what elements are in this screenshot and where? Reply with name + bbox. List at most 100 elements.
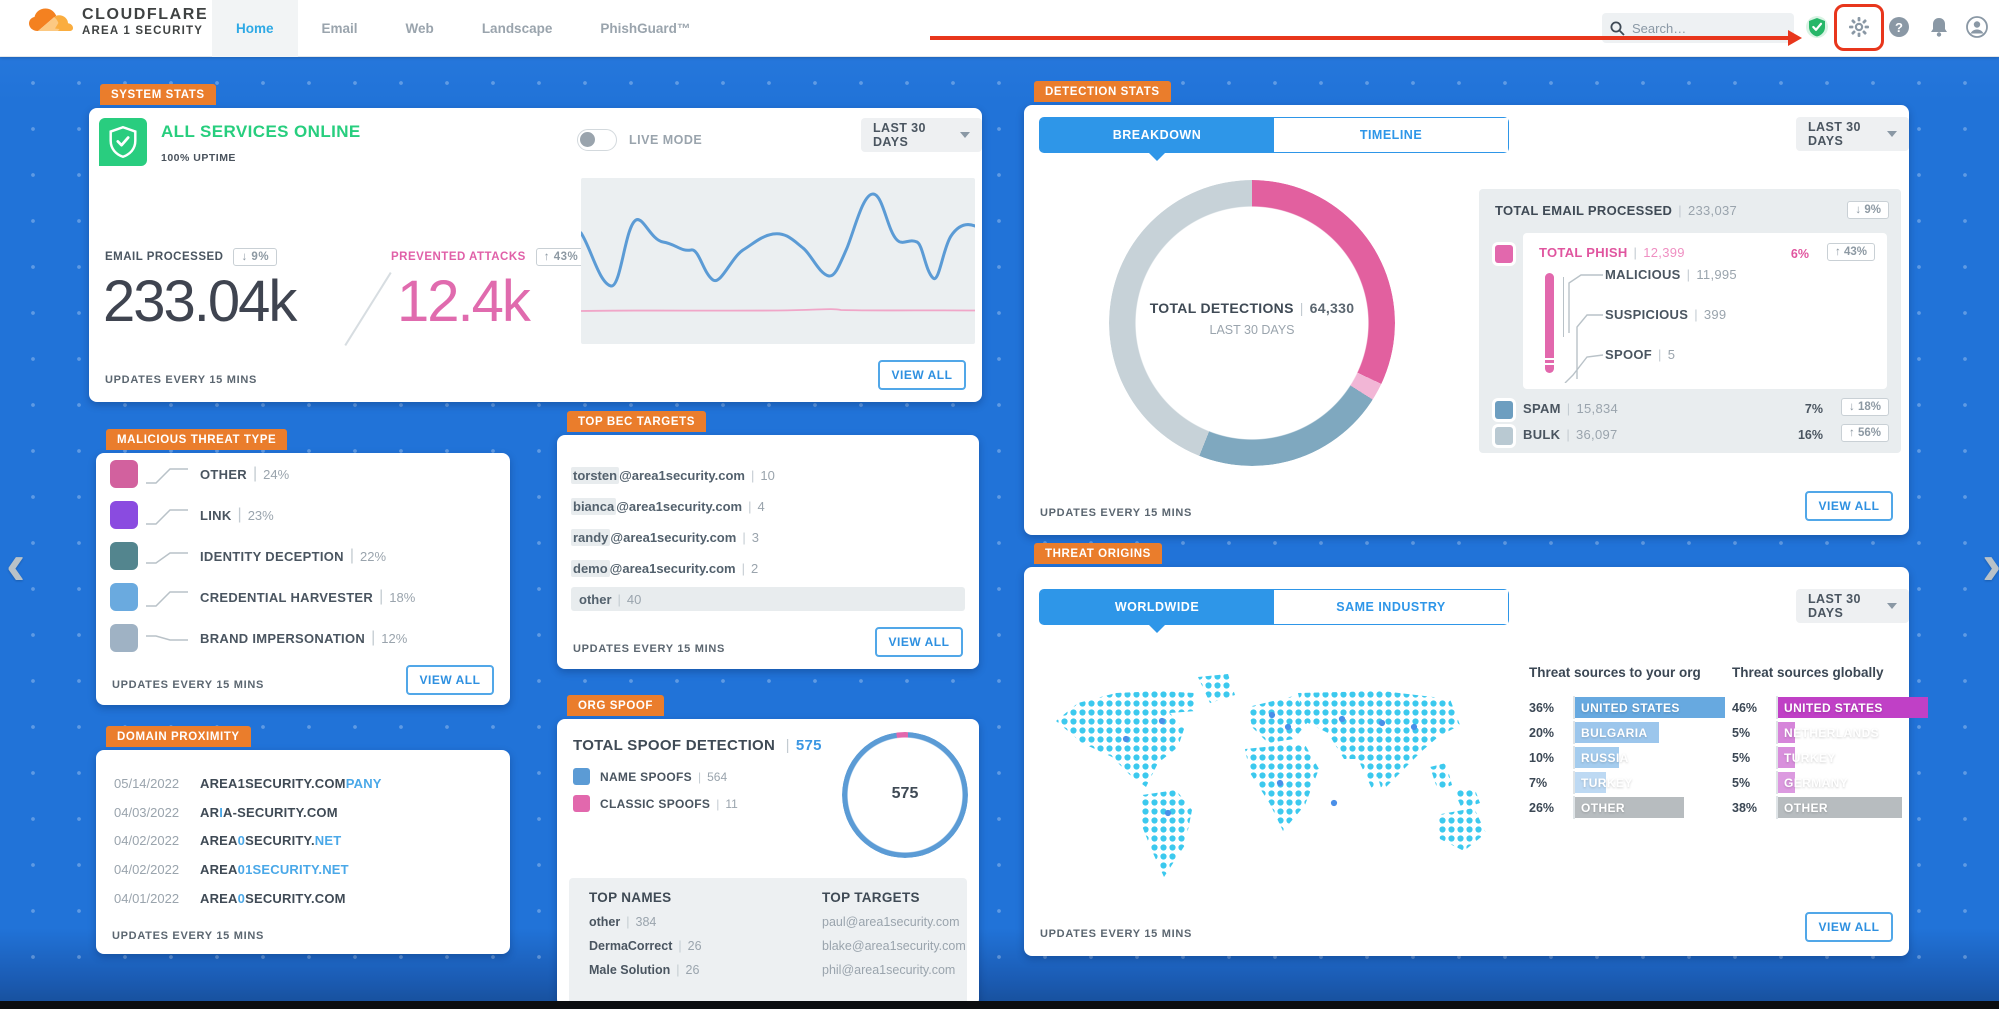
tab-timeline[interactable]: TIMELINE xyxy=(1274,118,1508,152)
main-nav: Home Email Web Landscape PhishGuard™ xyxy=(212,0,714,57)
bec-row[interactable]: demo @area1security.com | 2 xyxy=(571,559,759,577)
spoof-donut-chart xyxy=(842,732,968,858)
detection-stats-tag: DETECTION STATS xyxy=(1034,81,1171,102)
view-all-button[interactable]: VIEW ALL xyxy=(878,360,966,390)
origin-row: 36% UNITED STATES xyxy=(1529,696,1725,719)
origin-row: 5% GERMANY xyxy=(1732,771,1848,794)
services-shield-icon xyxy=(99,118,147,166)
top-names-title: TOP NAMES xyxy=(589,890,672,905)
connector-line xyxy=(146,468,188,484)
status-shield-icon[interactable] xyxy=(1804,14,1830,40)
tab-breakdown[interactable]: BREAKDOWN xyxy=(1040,118,1274,161)
legend-item: NAME SPOOFS | 564 xyxy=(573,768,727,785)
attacks-trend-line xyxy=(580,308,976,312)
view-all-button[interactable]: VIEW ALL xyxy=(406,665,494,695)
live-mode-toggle[interactable] xyxy=(577,129,617,151)
carousel-prev-icon[interactable]: ‹ xyxy=(6,532,26,597)
origins-tabs: WORLDWIDE SAME INDUSTRY xyxy=(1039,589,1509,633)
domain-proximity-card: 05/14/2022 AREA1SECURITY.COMPANY 04/03/20… xyxy=(96,750,510,954)
top-name-row: Male Solution | 26 xyxy=(589,963,700,977)
updates-note: UPDATES EVERY 15 MINS xyxy=(573,643,726,655)
user-avatar-icon[interactable] xyxy=(1964,14,1990,40)
org-spoof-tag: ORG SPOOF xyxy=(567,695,665,716)
domain-row[interactable]: 05/14/2022 AREA1SECURITY.COMPANY xyxy=(114,776,382,791)
chevron-down-icon xyxy=(1887,131,1897,137)
domain-row[interactable]: 04/01/2022 AREA0SECURITY.COM xyxy=(114,891,346,906)
carousel-next-icon[interactable]: › xyxy=(1982,536,1999,594)
help-icon[interactable]: ? xyxy=(1886,14,1912,40)
threat-type-row: CREDENTIAL HARVESTER | 18% xyxy=(110,583,415,611)
swatch xyxy=(573,795,590,812)
connector-line xyxy=(146,591,188,607)
total-email-processed: TOTAL EMAIL PROCESSED | 233,037 xyxy=(1495,203,1738,218)
swatch xyxy=(110,583,138,611)
spoof-total-value: 575 xyxy=(795,737,822,754)
bulk-pct: 16% xyxy=(1797,428,1823,442)
org-spoof-card: TOTAL SPOOF DETECTION | 575 NAME SPOOFS | 5… xyxy=(557,719,979,1009)
email-processed-value: 233.04k xyxy=(103,269,297,334)
system-stats-card: ALL SERVICES ONLINE 100% UPTIME LIVE MOD… xyxy=(89,108,982,402)
swatch xyxy=(110,460,138,488)
brand-title: CLOUDFLARE xyxy=(82,6,209,23)
nav-item-home[interactable]: Home xyxy=(212,0,298,57)
settings-gear-icon[interactable] xyxy=(1846,14,1872,40)
detection-stats-card: BREAKDOWN TIMELINE LAST 30 DAYS TOTAL DE… xyxy=(1024,105,1909,535)
domain-row[interactable]: 04/03/2022 ARIA-SECURITY.COM xyxy=(114,805,338,820)
threat-type-tag: MALICIOUS THREAT TYPE xyxy=(106,429,288,450)
cloudflare-logo-icon xyxy=(29,8,73,31)
range-dropdown[interactable]: LAST 30 DAYS xyxy=(861,118,982,152)
detection-tabs: BREAKDOWN TIMELINE xyxy=(1039,117,1509,161)
search-input[interactable] xyxy=(1632,20,1772,36)
origin-bar: UNITED STATES xyxy=(1778,697,1928,718)
spam-row: SPAM | 15,834 xyxy=(1523,401,1619,416)
annotation-arrow-head xyxy=(1788,30,1802,46)
nav-item-email[interactable]: Email xyxy=(321,21,358,36)
brand-logo[interactable]: CLOUDFLARE AREA 1 SECURITY xyxy=(28,6,208,37)
domain-row[interactable]: 04/02/2022 AREA0SECURITY.NET xyxy=(114,833,342,848)
bec-row-other[interactable]: other | 40 xyxy=(571,587,965,611)
phish-subcard: TOTAL PHISH | 12,399 6% ↑ 43% MALICIOUS | 11… xyxy=(1523,233,1887,389)
bulk-row: BULK | 36,097 xyxy=(1523,427,1618,442)
nav-item-web[interactable]: Web xyxy=(405,21,434,36)
activity-sparkline-chart xyxy=(579,178,977,344)
nav-item-landscape[interactable]: Landscape xyxy=(481,21,553,36)
view-all-button[interactable]: VIEW ALL xyxy=(1805,491,1893,521)
range-dropdown[interactable]: LAST 30 DAYS xyxy=(1796,117,1909,151)
tab-worldwide[interactable]: WORLDWIDE xyxy=(1040,590,1274,633)
connector-line xyxy=(146,552,188,564)
threat-type-row: IDENTITY DECEPTION | 22% xyxy=(110,542,386,570)
nav-item-phishguard[interactable]: PhishGuard™ xyxy=(600,21,691,36)
system-stats-tag: SYSTEM STATS xyxy=(100,84,216,105)
chevron-down-icon xyxy=(960,132,970,138)
origin-bar: TURKEY xyxy=(1575,772,1632,793)
spoof-donut-center-value: 575 xyxy=(891,785,919,802)
updates-note: UPDATES EVERY 15 MINS xyxy=(1040,928,1193,940)
view-all-button[interactable]: VIEW ALL xyxy=(1805,912,1893,942)
spam-pct: 7% xyxy=(1804,402,1823,416)
origin-bar: RUSSIA xyxy=(1575,747,1628,768)
total-detections-label: TOTAL DETECTIONS xyxy=(1149,300,1294,316)
donut-range-label: LAST 30 DAYS xyxy=(1209,323,1295,337)
origin-row: 20% BULGARIA xyxy=(1529,721,1659,744)
notifications-bell-icon[interactable] xyxy=(1926,14,1952,40)
phish-connectors xyxy=(1564,274,1604,383)
global-sources-title: Threat sources globally xyxy=(1732,665,1884,680)
bec-row[interactable]: randy @area1security.com | 3 xyxy=(571,528,759,546)
view-all-button[interactable]: VIEW ALL xyxy=(875,627,963,657)
origin-row: 5% NETHERLANDS xyxy=(1732,721,1879,744)
updates-note: UPDATES EVERY 15 MINS xyxy=(112,930,265,942)
tab-same-industry[interactable]: SAME INDUSTRY xyxy=(1274,590,1508,624)
domain-row[interactable]: 04/02/2022 AREA01SECURITY.NET xyxy=(114,862,349,877)
bec-row[interactable]: torsten @area1security.com | 10 xyxy=(571,466,775,484)
origin-bar: TURKEY xyxy=(1778,747,1835,768)
threat-origins-tag: THREAT ORIGINS xyxy=(1034,543,1162,564)
updates-note: UPDATES EVERY 15 MINS xyxy=(112,679,265,691)
bec-row[interactable]: bianca @area1security.com | 4 xyxy=(571,497,765,515)
detections-donut-center: TOTAL DETECTIONS | 64,330 LAST 30 DAYS xyxy=(1109,300,1395,337)
origin-row: 38% OTHER xyxy=(1732,796,1902,819)
updates-note: UPDATES EVERY 15 MINS xyxy=(105,374,258,386)
spoof-detail-panel: TOP NAMES other | 384 DermaCorrect | 26 Male… xyxy=(569,878,967,1009)
bec-tag: TOP BEC TARGETS xyxy=(567,411,706,432)
range-dropdown[interactable]: LAST 30 DAYS xyxy=(1796,589,1909,623)
